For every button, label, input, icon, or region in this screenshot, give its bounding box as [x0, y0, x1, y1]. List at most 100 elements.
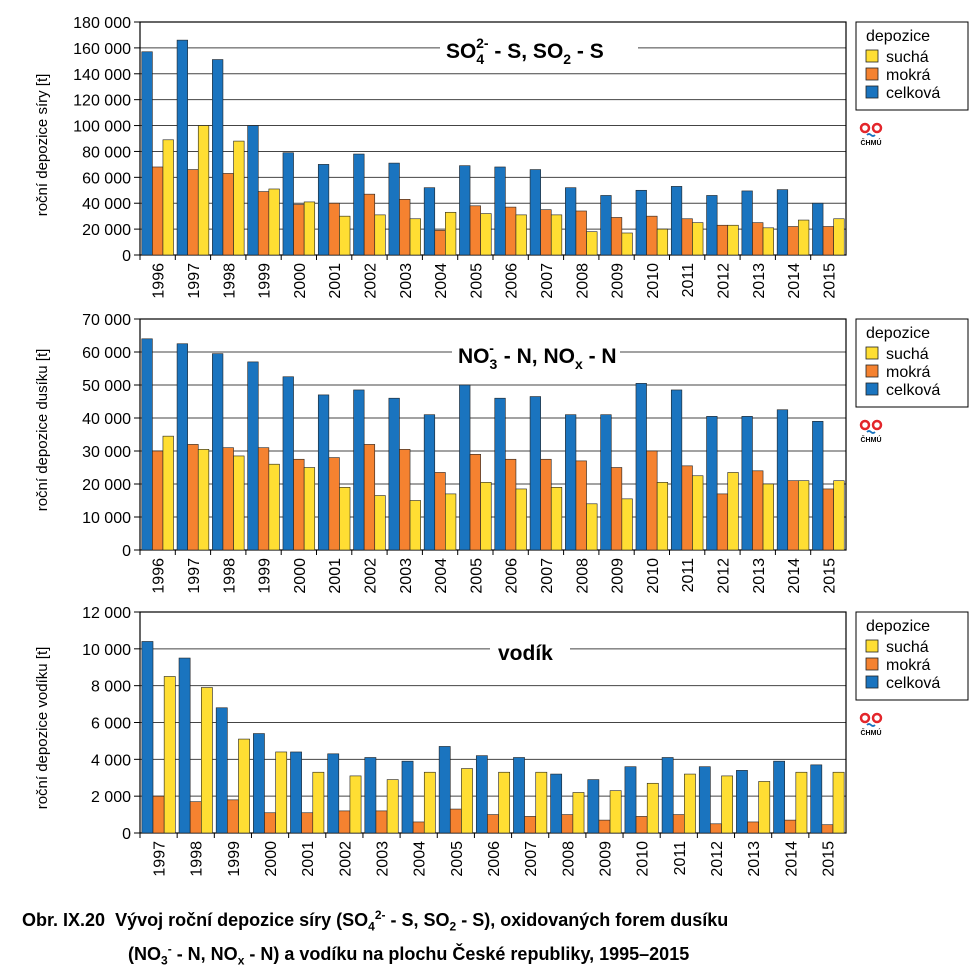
- bar-wet-2005: [449, 808, 462, 834]
- bar-total-2006: [475, 755, 488, 834]
- y-tick-label: 20 000: [82, 222, 131, 239]
- bar-wet-2003: [399, 199, 411, 256]
- bar-dry-1999: [268, 463, 280, 551]
- bar-total-2014: [776, 189, 789, 256]
- bar-total-2015: [812, 202, 824, 256]
- x-tick-label-1997: 1997: [152, 841, 169, 877]
- bar-wet-2000: [264, 812, 276, 834]
- y-tick-label: 12 000: [82, 605, 131, 622]
- bar-total-2004: [423, 187, 436, 256]
- logo-text: ČHMÚ: [861, 728, 882, 737]
- bar-dry-2014: [798, 480, 810, 551]
- x-tick-label-2006: 2006: [504, 558, 521, 594]
- y-tick-label: 120 000: [73, 93, 131, 110]
- x-tick-label-2005: 2005: [449, 841, 466, 877]
- logo-wave: [866, 133, 876, 137]
- bar-dry-2014: [798, 219, 810, 256]
- bar-wet-2002: [338, 810, 351, 834]
- bar-total-2003: [388, 162, 400, 256]
- bar-wet-2005: [469, 205, 481, 256]
- x-tick-label-2014: 2014: [783, 841, 800, 877]
- bar-dry-2005: [480, 482, 492, 551]
- bar-dry-2015: [832, 771, 845, 834]
- y-tick-label: 20 000: [82, 477, 131, 494]
- x-tick-label-2001: 2001: [327, 558, 344, 594]
- x-tick-label-1998: 1998: [221, 263, 238, 299]
- bar-wet-2015: [821, 824, 834, 834]
- bar-dry-2003: [409, 218, 421, 256]
- bar-dry-2004: [423, 771, 436, 834]
- bar-dry-1997: [197, 125, 210, 256]
- bar-wet-1998: [222, 447, 234, 551]
- bar-dry-2001: [339, 486, 351, 551]
- x-tick-label-2005: 2005: [468, 263, 485, 299]
- x-tick-label-2008: 2008: [574, 263, 591, 299]
- x-tick-label-2000: 2000: [292, 558, 309, 594]
- bar-dry-2011: [692, 222, 704, 256]
- bar-wet-2012: [710, 823, 722, 834]
- bar-dry-2005: [480, 213, 492, 256]
- bar-total-2007: [529, 169, 541, 256]
- bar-total-2010: [624, 766, 637, 834]
- bar-dry-2005: [461, 768, 473, 834]
- bar-total-2009: [587, 779, 600, 834]
- bar-dry-2012: [727, 472, 739, 551]
- bar-wet-2014: [787, 480, 799, 551]
- legend-title: depozice: [866, 618, 930, 635]
- bar-dry-2006: [515, 214, 527, 256]
- bar-wet-2002: [363, 193, 376, 256]
- x-tick-label-2010: 2010: [645, 558, 662, 594]
- bar-wet-1997: [187, 169, 199, 256]
- bar-wet-2013: [752, 470, 764, 551]
- bar-total-2009: [600, 414, 612, 551]
- bar-dry-1999: [238, 738, 250, 834]
- x-tick-label-1996: 1996: [151, 263, 168, 299]
- hydrogen-y-axis-label: roční depozice vodíku [t]: [34, 647, 51, 810]
- x-tick-label-2005: 2005: [468, 558, 485, 594]
- hydrogen-chart-title: vodík: [498, 642, 553, 665]
- bar-total-1999: [247, 361, 259, 551]
- bar-wet-1998: [222, 173, 234, 256]
- legend-swatch-total: [865, 675, 879, 689]
- x-tick-label-2008: 2008: [560, 841, 577, 877]
- bar-dry-2003: [386, 779, 399, 834]
- bar-wet-2011: [681, 218, 693, 256]
- bar-total-2008: [550, 773, 563, 834]
- bar-dry-2003: [409, 500, 421, 551]
- caption-line2-sup: -: [167, 941, 172, 956]
- y-tick-label: 0: [122, 248, 131, 265]
- nitrogen-chart: 0 10 000 20 000 30 000 40 000 50 000 60 000 70 …: [34, 312, 847, 594]
- y-tick-label: 10 000: [82, 510, 131, 527]
- legend-label-wet: mokrá: [886, 67, 931, 84]
- x-tick-label-2006: 2006: [504, 263, 521, 299]
- bar-total-1998: [212, 353, 224, 551]
- logo-circle-left: [859, 419, 871, 431]
- bar-total-2002: [353, 389, 365, 551]
- legend-box: [855, 21, 969, 111]
- bar-dry-2000: [303, 201, 316, 256]
- bar-dry-2014: [795, 771, 808, 834]
- x-tick-label-2003: 2003: [375, 841, 392, 877]
- bar-wet-2006: [505, 458, 517, 551]
- x-tick-label-2001: 2001: [300, 841, 317, 877]
- x-tick-label-2002: 2002: [362, 263, 379, 299]
- bar-total-2006: [494, 397, 506, 551]
- bar-wet-2010: [646, 215, 658, 256]
- chmu-logo: ČHMÚ: [859, 712, 883, 737]
- bar-wet-2012: [716, 224, 729, 256]
- legend-swatch-wet: [865, 657, 879, 671]
- bar-total-1997: [176, 343, 188, 551]
- caption-line2b: - N, NO: [171, 943, 238, 964]
- bar-total-2014: [773, 760, 785, 834]
- bar-total-2002: [353, 153, 365, 256]
- legend-label-total: celková: [886, 675, 940, 692]
- bar-wet-1998: [189, 801, 202, 834]
- bar-wet-2008: [575, 210, 587, 256]
- bar-dry-2013: [762, 483, 774, 551]
- bar-total-2013: [741, 190, 753, 256]
- bar-total-1999: [215, 707, 228, 834]
- bar-wet-2004: [434, 230, 446, 256]
- bar-total-2004: [423, 414, 436, 551]
- bar-total-2015: [812, 420, 824, 551]
